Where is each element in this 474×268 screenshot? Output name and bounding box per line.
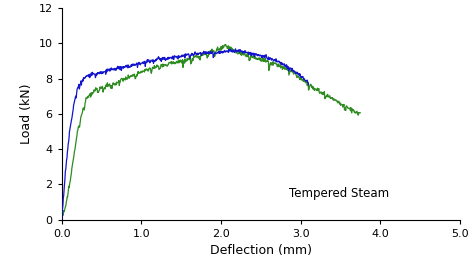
Y-axis label: Load (kN): Load (kN) — [20, 84, 33, 144]
Text: Tempered Steam: Tempered Steam — [289, 187, 389, 200]
X-axis label: Deflection (mm): Deflection (mm) — [210, 244, 312, 257]
